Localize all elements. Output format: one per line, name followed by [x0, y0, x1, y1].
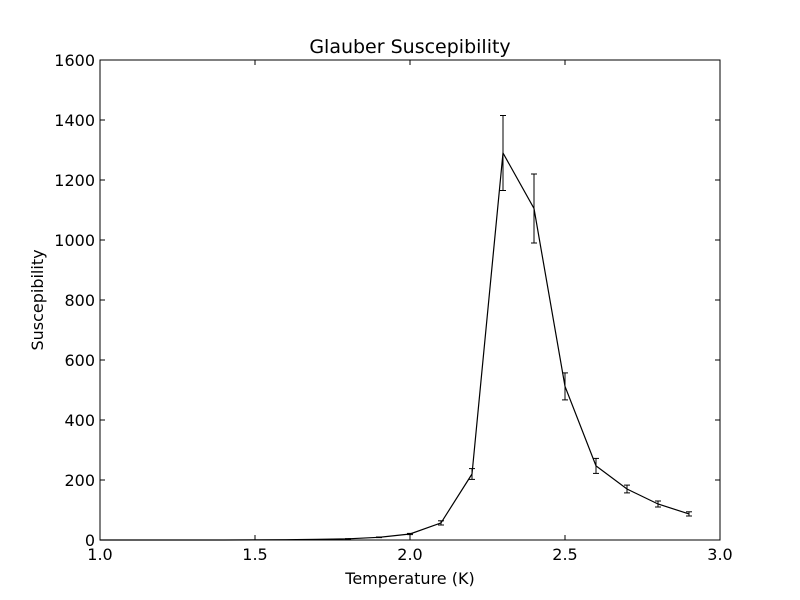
y-axis-title: Suscepibility	[28, 249, 47, 350]
labels-layer: 1.0 1.5 2.0 2.5 3.0 0 200 400 600 800 1000 1200 1400…	[54, 51, 732, 564]
x-tick-label: 2.5	[552, 545, 577, 564]
error-bar	[469, 468, 475, 480]
y-tick-label: 800	[64, 291, 95, 310]
error-bar	[593, 457, 599, 474]
y-tick-label: 400	[64, 411, 95, 430]
error-bar	[438, 520, 444, 526]
x-axis-title: Temperature (K)	[344, 569, 474, 588]
y-tick-label: 0	[85, 531, 95, 550]
error-bar	[562, 372, 568, 401]
x-tick-label: 3.0	[707, 545, 732, 564]
x-tick-label: 1.5	[242, 545, 267, 564]
chart-title: Glauber Suscepibility	[309, 36, 510, 58]
error-bar	[655, 500, 661, 508]
y-tick-label: 1600	[54, 51, 95, 70]
error-bar	[407, 532, 413, 536]
x-tick-label: 1.0	[87, 545, 112, 564]
plot-frame	[99, 59, 721, 541]
y-tick-label: 600	[64, 351, 95, 370]
x-tick-label: 2.0	[397, 545, 422, 564]
y-tick-label: 1000	[54, 231, 95, 250]
y-tick-label: 1400	[54, 111, 95, 130]
error-bar	[376, 536, 382, 539]
error-bar	[531, 173, 537, 244]
y-tick-label: 200	[64, 471, 95, 490]
error-bar	[686, 511, 692, 517]
y-tick-label: 1200	[54, 171, 95, 190]
error-bar	[624, 484, 630, 494]
error-bar	[500, 115, 506, 191]
